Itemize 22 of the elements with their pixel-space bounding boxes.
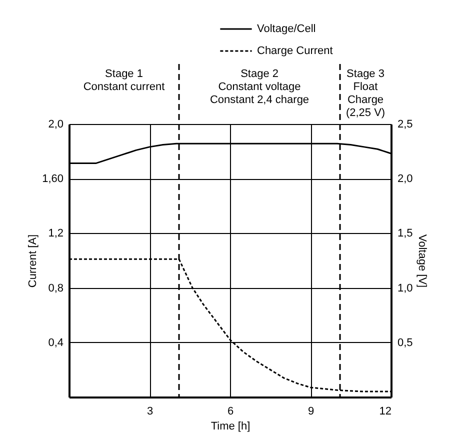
- y2-axis-title: Voltage [V]: [416, 234, 428, 288]
- x-axis-title: Time [h]: [210, 420, 250, 432]
- x-tick-label: 12: [379, 406, 392, 418]
- y-tick-label: 0,8: [48, 282, 64, 294]
- x-tick-label: 9: [308, 406, 314, 418]
- text: Stage 2 Constant voltage Constant 2,4 charge: [210, 68, 310, 106]
- y-tick-label: 0,4: [48, 336, 64, 349]
- x-tick-label: 6: [227, 406, 234, 418]
- text: Stage 3 Float Charge (2,25 V): [346, 68, 386, 119]
- y-tick-label: 2,0: [48, 118, 64, 130]
- y2-tick-label: 2,5: [398, 118, 413, 130]
- y2-tick-label: 1,5: [398, 228, 413, 240]
- text: Stage 1 Constant current: [83, 68, 165, 93]
- y-axis-title: Current [A]: [27, 234, 40, 288]
- y-tick-label: 1,2: [48, 228, 64, 240]
- y2-tick-label: 1,0: [398, 282, 413, 294]
- y-tick-label: 1,60: [42, 173, 64, 186]
- y2-tick-label: 0,5: [398, 336, 413, 349]
- x-tick-label: 3: [146, 406, 154, 418]
- y2-tick-label: 2,0: [398, 173, 413, 186]
- legend-label: Voltage/Cell: [257, 23, 316, 35]
- legend-label: Charge Current: [257, 45, 333, 57]
